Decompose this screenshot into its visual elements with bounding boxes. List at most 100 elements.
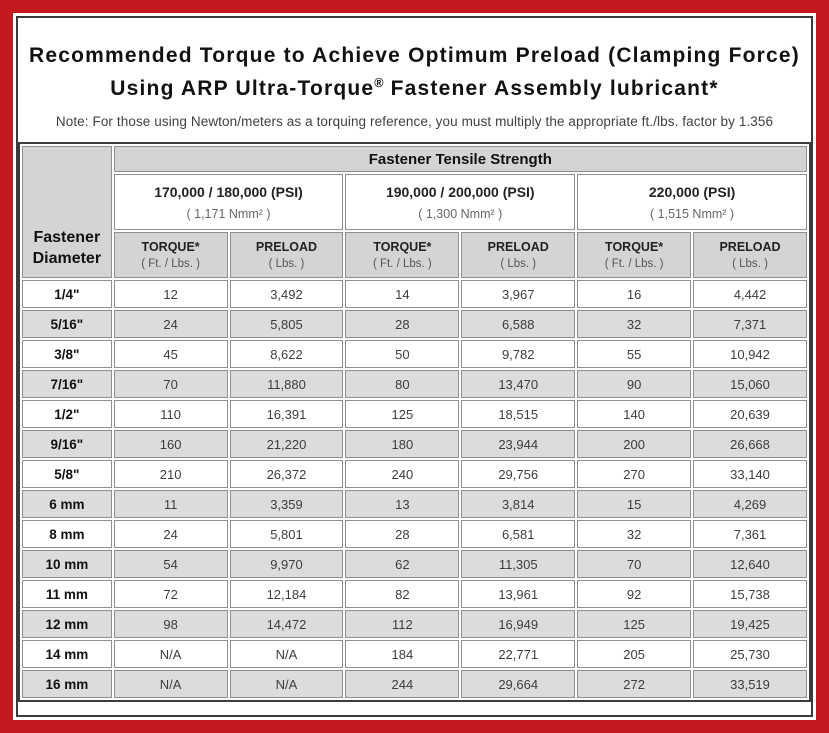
psi-label: 220,000 (PSI) xyxy=(648,183,736,200)
fastener-diameter-cell: 8 mm xyxy=(22,520,112,548)
preload-value-cell: 4,442 xyxy=(693,280,807,308)
table-row: 12 mm 98 14,472 112 16,949 125 19,425 xyxy=(22,610,807,638)
torque-value-cell: N/A xyxy=(113,670,228,698)
torque-value-cell: 50 xyxy=(345,340,460,368)
preload-column-header: PRELOAD ( Lbs. ) xyxy=(229,232,344,278)
preload-value-cell: 12,184 xyxy=(229,580,344,608)
preload-value-cell: 15,738 xyxy=(693,580,807,608)
fastener-diameter-cell: 11 mm xyxy=(22,580,112,608)
torque-value-cell: 125 xyxy=(577,610,692,638)
preload-value-cell: 21,220 xyxy=(229,430,344,458)
preload-value-cell: 5,805 xyxy=(229,310,344,338)
preload-value-cell: 26,668 xyxy=(693,430,807,458)
table-row: 6 mm 11 3,359 13 3,814 15 4,269 xyxy=(22,490,807,518)
torque-value-cell: 240 xyxy=(345,460,460,488)
column-unit: ( Lbs. ) xyxy=(732,258,768,270)
strength-group-190-200: 190,000 / 200,000 (PSI) ( 1,300 Nmm² ) xyxy=(345,174,576,230)
torque-value-cell: 205 xyxy=(577,640,692,668)
table-row: 7/16" 70 11,880 80 13,470 90 15,060 xyxy=(22,370,807,398)
torque-value-cell: 32 xyxy=(577,520,692,548)
torque-value-cell: 16 xyxy=(577,280,692,308)
preload-value-cell: 13,961 xyxy=(461,580,576,608)
table-row: 16 mm N/A N/A 244 29,664 272 33,519 xyxy=(22,670,807,698)
fastener-diameter-cell: 12 mm xyxy=(22,610,112,638)
content-frame: Recommended Torque to Achieve Optimum Pr… xyxy=(13,13,816,720)
preload-value-cell: 6,581 xyxy=(461,520,576,548)
preload-value-cell: 19,425 xyxy=(693,610,807,638)
preload-value-cell: 33,140 xyxy=(693,460,807,488)
torque-value-cell: 12 xyxy=(113,280,228,308)
registered-trademark-symbol: ® xyxy=(374,75,384,90)
table-header-row-2: 170,000 / 180,000 (PSI) ( 1,171 Nmm² ) 1… xyxy=(22,174,807,230)
preload-value-cell: 5,801 xyxy=(229,520,344,548)
table-row: 5/16" 24 5,805 28 6,588 32 7,371 xyxy=(22,310,807,338)
torque-value-cell: 28 xyxy=(345,520,460,548)
torque-value-cell: 184 xyxy=(345,640,460,668)
torque-value-cell: 244 xyxy=(345,670,460,698)
tensile-strength-header: Fastener Tensile Strength xyxy=(113,146,807,172)
column-label: PRELOAD xyxy=(255,240,318,254)
preload-value-cell: 3,359 xyxy=(229,490,344,518)
column-unit: ( Ft. / Lbs. ) xyxy=(141,258,200,270)
preload-value-cell: 9,970 xyxy=(229,550,344,578)
torque-value-cell: 72 xyxy=(113,580,228,608)
torque-value-cell: 45 xyxy=(113,340,228,368)
preload-column-header: PRELOAD ( Lbs. ) xyxy=(461,232,576,278)
preload-value-cell: 18,515 xyxy=(461,400,576,428)
preload-value-cell: 14,472 xyxy=(229,610,344,638)
note-text: Note: For those using Newton/meters as a… xyxy=(55,114,774,130)
torque-value-cell: 160 xyxy=(113,430,228,458)
torque-value-cell: 112 xyxy=(345,610,460,638)
preload-column-header: PRELOAD ( Lbs. ) xyxy=(693,232,807,278)
fastener-diameter-cell: 3/8" xyxy=(22,340,112,368)
column-label: PRELOAD xyxy=(487,240,549,254)
column-unit: ( Ft. / Lbs. ) xyxy=(604,258,664,270)
torque-value-cell: 14 xyxy=(345,280,460,308)
preload-value-cell: 11,305 xyxy=(461,550,576,578)
column-unit: ( Lbs. ) xyxy=(268,258,305,270)
torque-value-cell: 110 xyxy=(113,400,228,428)
column-label: PRELOAD xyxy=(719,240,781,254)
preload-value-cell: 11,880 xyxy=(229,370,344,398)
table-row: 10 mm 54 9,970 62 11,305 70 12,640 xyxy=(22,550,807,578)
table-row: 1/2" 110 16,391 125 18,515 140 20,639 xyxy=(22,400,807,428)
preload-value-cell: 23,944 xyxy=(461,430,576,458)
fastener-diameter-cell: 9/16" xyxy=(22,430,112,458)
preload-value-cell: 4,269 xyxy=(693,490,807,518)
table-row: 11 mm 72 12,184 82 13,961 92 15,738 xyxy=(22,580,807,608)
nmm-label: ( 1,515 Nmm² ) xyxy=(650,206,735,221)
fastener-diameter-header: Fastener Diameter xyxy=(22,146,112,278)
preload-value-cell: 3,814 xyxy=(461,490,576,518)
title-line2: Using ARP Ultra-Torque® Fastener Assembl… xyxy=(110,75,719,100)
torque-value-cell: 15 xyxy=(577,490,692,518)
column-label: TORQUE* xyxy=(605,240,664,254)
torque-value-cell: 140 xyxy=(577,400,692,428)
torque-value-cell: 98 xyxy=(113,610,228,638)
preload-value-cell: 3,492 xyxy=(229,280,344,308)
psi-label: 190,000 / 200,000 (PSI) xyxy=(385,183,535,200)
torque-value-cell: 55 xyxy=(577,340,692,368)
torque-value-cell: 70 xyxy=(113,370,228,398)
torque-column-header: TORQUE* ( Ft. / Lbs. ) xyxy=(345,232,460,278)
torque-value-cell: 28 xyxy=(345,310,460,338)
torque-value-cell: 13 xyxy=(345,490,460,518)
table-row: 3/8" 45 8,622 50 9,782 55 10,942 xyxy=(22,340,807,368)
table-row: 1/4" 12 3,492 14 3,967 16 4,442 xyxy=(22,280,807,308)
preload-value-cell: 3,967 xyxy=(461,280,576,308)
preload-value-cell: 6,588 xyxy=(461,310,576,338)
fastener-diameter-cell: 6 mm xyxy=(22,490,112,518)
title-block: Recommended Torque to Achieve Optimum Pr… xyxy=(18,18,811,142)
fastener-diameter-cell: 16 mm xyxy=(22,670,112,698)
preload-value-cell: 8,622 xyxy=(229,340,344,368)
preload-value-cell: 16,391 xyxy=(229,400,344,428)
torque-value-cell: 200 xyxy=(577,430,692,458)
table-row: 14 mm N/A N/A 184 22,771 205 25,730 xyxy=(22,640,807,668)
torque-value-cell: 210 xyxy=(113,460,228,488)
preload-value-cell: 20,639 xyxy=(693,400,807,428)
torque-value-cell: 90 xyxy=(577,370,692,398)
title-line1: Recommended Torque to Achieve Optimum Pr… xyxy=(29,44,800,67)
table-row: 9/16" 160 21,220 180 23,944 200 26,668 xyxy=(22,430,807,458)
torque-spec-table: Fastener Diameter Fastener Tensile Stren… xyxy=(18,142,811,702)
torque-value-cell: 82 xyxy=(345,580,460,608)
preload-value-cell: N/A xyxy=(229,670,344,698)
